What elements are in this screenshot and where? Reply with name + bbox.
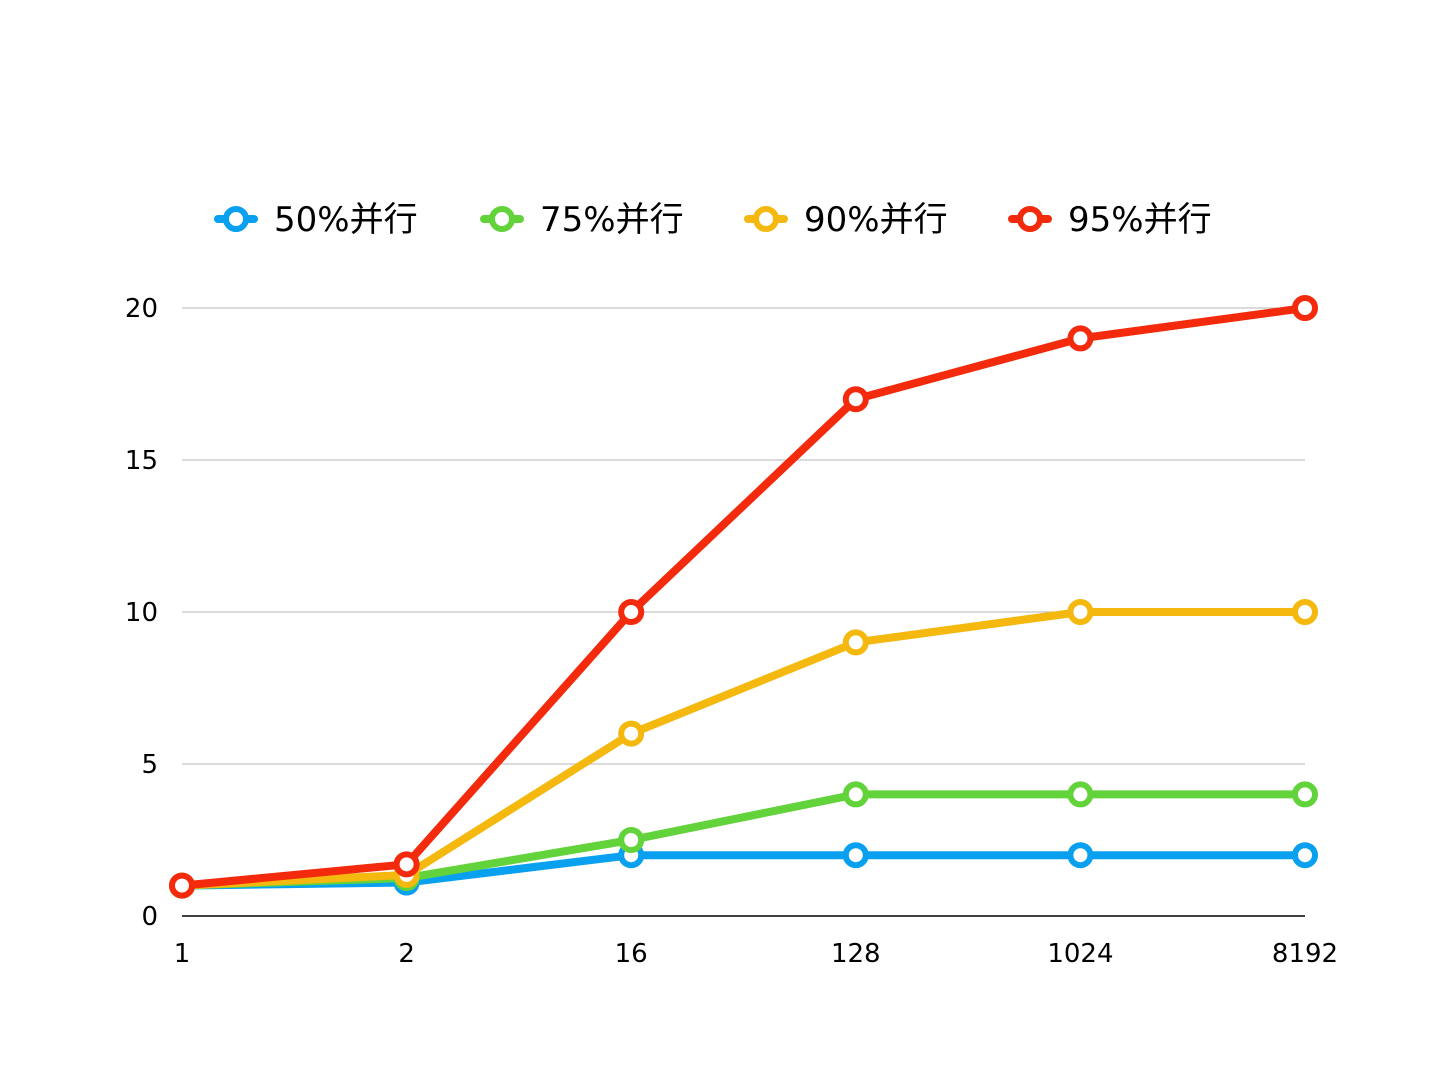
x-tick-label: 128: [831, 939, 881, 969]
data-point: [393, 851, 420, 878]
legend-label: 95%并行: [1068, 200, 1212, 240]
data-point: [618, 720, 645, 747]
legend-swatch-marker: [753, 206, 779, 232]
legend-item: 75%并行: [480, 200, 684, 240]
y-tick-label: 0: [141, 902, 158, 932]
data-point: [1292, 599, 1318, 625]
y-tick-label: 5: [141, 750, 158, 780]
y-tick-label: 10: [125, 598, 158, 628]
x-tick-label: 8192: [1272, 939, 1338, 969]
legend-label: 50%并行: [274, 200, 418, 240]
series-3: [169, 295, 1318, 899]
axes: 0 5 10 15 20 1 2 16 128 1024 8192: [125, 294, 1338, 969]
x-tick-label: 16: [615, 939, 648, 969]
grid-lines: [182, 307, 1305, 917]
series-lines: [169, 295, 1318, 899]
y-tick-label: 15: [125, 446, 158, 476]
data-point: [169, 872, 195, 899]
data-point: [1067, 325, 1094, 352]
data-point: [842, 781, 869, 808]
data-point: [1292, 842, 1318, 869]
data-point: [842, 629, 869, 656]
legend: 50%并行 75%并行 90%并行 95%并行: [214, 200, 1212, 240]
legend-swatch-marker: [489, 206, 515, 232]
legend-swatch-marker: [1017, 206, 1043, 232]
legend-label: 75%并行: [540, 200, 684, 240]
series-line: [178, 608, 1309, 890]
legend-swatch-marker: [223, 206, 249, 232]
series-line: [178, 304, 1309, 890]
data-point: [1067, 842, 1094, 869]
data-point: [842, 842, 869, 869]
data-point: [618, 599, 645, 625]
data-point: [1067, 599, 1094, 625]
x-tick-label: 1: [174, 939, 191, 969]
x-tick-label: 1024: [1047, 939, 1113, 969]
data-point: [1292, 295, 1318, 321]
y-tick-label: 20: [125, 294, 158, 324]
legend-item: 95%并行: [1008, 200, 1212, 240]
legend-label: 90%并行: [804, 200, 948, 240]
data-point: [842, 386, 869, 413]
legend-item: 90%并行: [744, 200, 948, 240]
data-point: [1067, 781, 1094, 808]
x-tick-label: 2: [398, 939, 415, 969]
data-point: [618, 827, 645, 853]
data-point: [1292, 781, 1318, 808]
legend-item: 50%并行: [214, 200, 418, 240]
